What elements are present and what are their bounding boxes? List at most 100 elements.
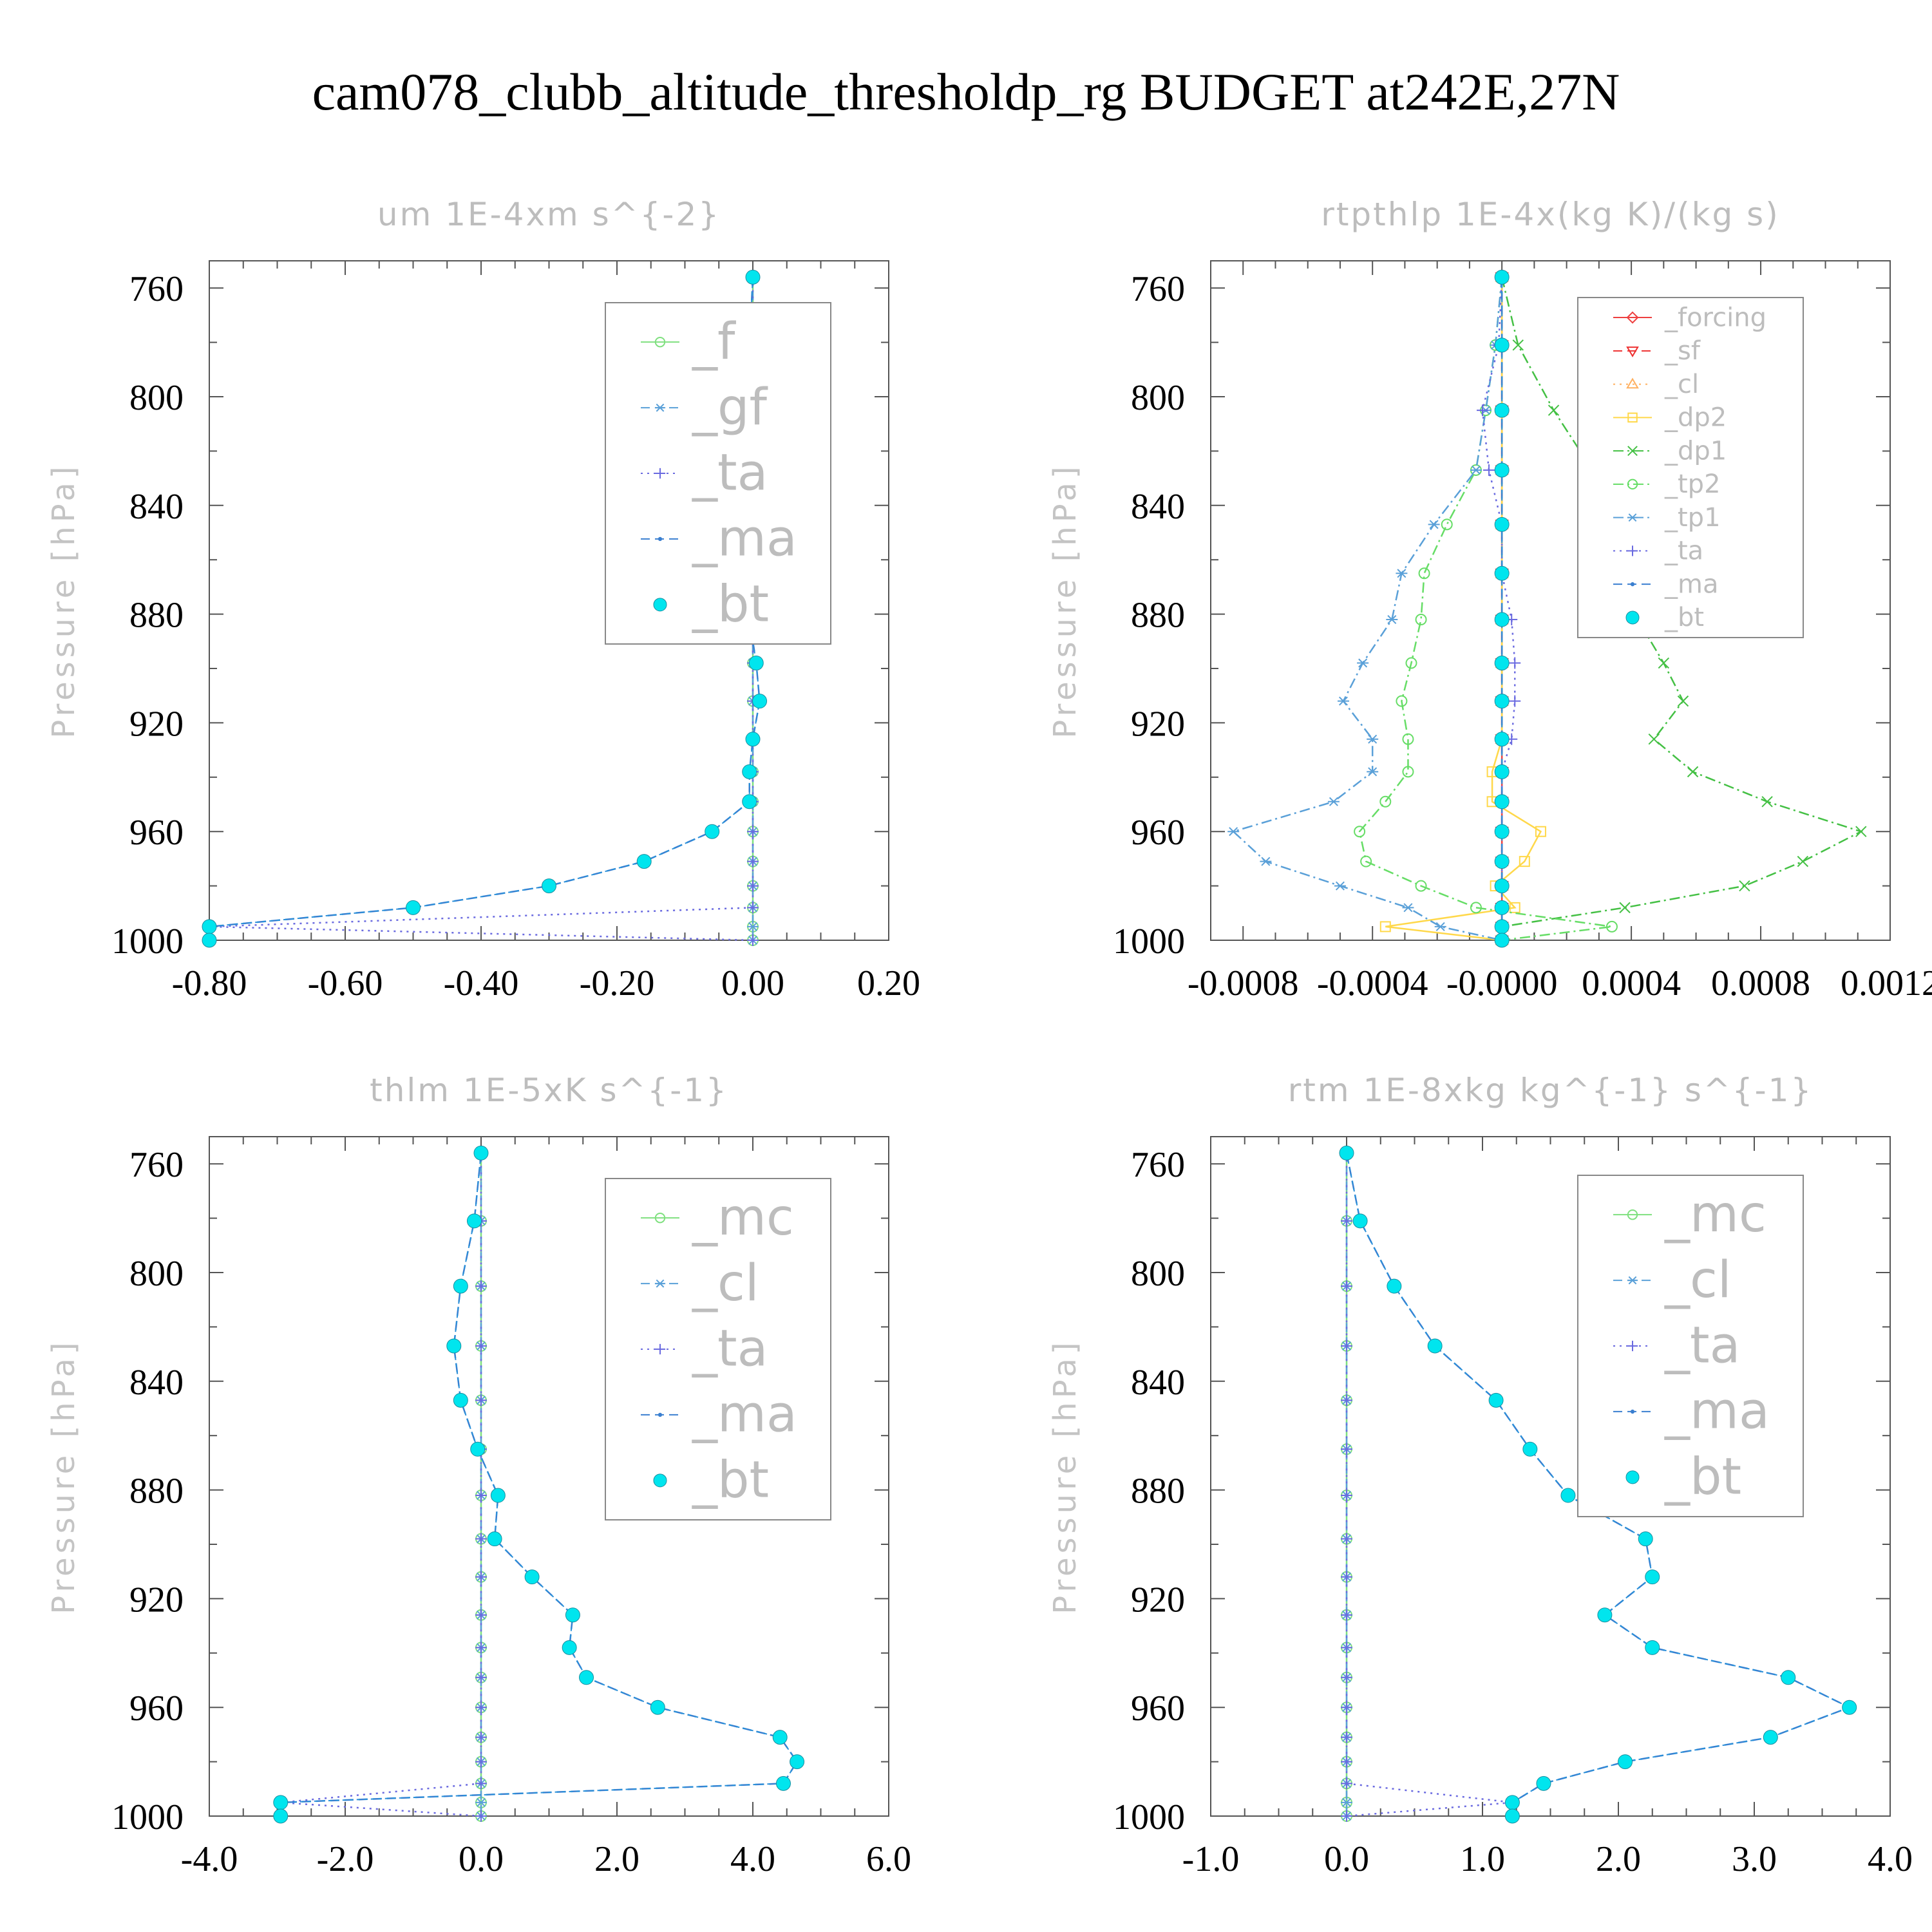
legend-marker <box>1626 346 1639 357</box>
y-tick-label: 760 <box>1131 269 1185 309</box>
data-point <box>1418 567 1430 580</box>
y-tick-label: 1000 <box>1113 1797 1185 1837</box>
data-point <box>475 1280 487 1293</box>
data-point <box>1618 1754 1633 1770</box>
data-point <box>1494 269 1510 285</box>
data-point <box>1360 855 1372 867</box>
x-tick-label: 3.0 <box>1732 1839 1777 1879</box>
data-point <box>273 1808 289 1824</box>
data-point <box>1494 732 1510 747</box>
legend-label: _cl <box>1664 370 1699 399</box>
data-point <box>1535 826 1546 837</box>
data-point <box>1354 826 1366 838</box>
data-point <box>1367 734 1379 744</box>
data-point <box>1560 1488 1576 1503</box>
data-point <box>1260 857 1272 866</box>
data-point <box>475 1671 487 1683</box>
legend-box <box>605 302 831 645</box>
y-tick-label: 760 <box>129 269 184 309</box>
legend-box <box>1577 1175 1804 1517</box>
panel-title: um 1E-4xm s^{-2} <box>377 196 721 233</box>
legend-marker <box>654 336 666 348</box>
data-point <box>487 1531 502 1547</box>
legend-marker <box>1627 1276 1638 1285</box>
legend-marker <box>654 403 666 412</box>
data-point <box>1494 824 1510 839</box>
data-point <box>1379 921 1391 933</box>
data-point <box>1341 1701 1352 1714</box>
legend-label: _mc <box>692 1189 794 1247</box>
x-tick-label: -2.0 <box>317 1839 374 1879</box>
data-point <box>752 694 768 709</box>
data-point <box>1638 1531 1653 1547</box>
legend-item: _ma <box>641 1386 797 1444</box>
data-point <box>1842 1700 1857 1715</box>
legend-label: _forcing <box>1664 303 1766 332</box>
legend-label: _bt <box>1664 603 1704 632</box>
data-point <box>1341 1731 1352 1743</box>
legend-marker <box>1627 446 1638 457</box>
legend-label: _ta <box>692 1320 768 1378</box>
data-point <box>1477 404 1488 417</box>
data-point <box>1677 695 1689 707</box>
data-point <box>475 1756 487 1768</box>
data-point <box>636 854 652 869</box>
legend: _mc _cl _ta _ma _bt <box>605 1178 831 1520</box>
data-point <box>1687 766 1699 778</box>
data-point <box>466 1213 482 1229</box>
data-point <box>1341 1215 1352 1227</box>
x-tick-label: -0.80 <box>172 963 247 1003</box>
data-point <box>1509 695 1521 707</box>
data-point <box>1434 922 1446 931</box>
data-point <box>273 1795 289 1810</box>
data-point <box>1504 1795 1520 1810</box>
chart-panel-3: thlm 1E-5xK s^{-1} Pressure [hPa] 760 800 84… <box>46 1072 911 1879</box>
data-point <box>470 1441 486 1457</box>
data-point <box>1494 933 1510 948</box>
y-tick-label: 880 <box>129 1472 184 1511</box>
figure-title: cam078_clubb_altitude_thresholdp_rg BUDG… <box>312 62 1620 121</box>
legend-item: _cl <box>1613 370 1699 399</box>
legend-label: _tp1 <box>1664 503 1721 533</box>
x-tick-label: -1.0 <box>1182 1839 1240 1879</box>
legend-marker <box>654 1343 666 1355</box>
data-point <box>748 656 764 671</box>
data-point <box>1367 767 1379 777</box>
legend-label: _ta <box>1664 536 1703 566</box>
legend-label: _mc <box>1664 1186 1766 1244</box>
series-line <box>209 277 761 940</box>
legend-label: _cl <box>692 1255 759 1312</box>
data-point <box>650 1700 665 1715</box>
data-point <box>1386 615 1398 625</box>
y-tick-label: 800 <box>1131 378 1185 418</box>
y-tick-label: 840 <box>1131 1363 1185 1403</box>
legend-marker <box>1627 1340 1638 1352</box>
data-point <box>1341 1394 1352 1406</box>
data-point <box>475 1642 487 1654</box>
data-point <box>1415 880 1427 892</box>
x-tick-label: -0.60 <box>308 963 383 1003</box>
legend-marker <box>658 1412 663 1417</box>
series-line <box>1346 1153 1852 1816</box>
legend-label: _bt <box>1664 1448 1741 1506</box>
data-point <box>1512 339 1524 351</box>
data-point <box>1504 1808 1520 1824</box>
data-point <box>1483 464 1495 476</box>
x-tick-label: 0.0012 <box>1841 963 1932 1003</box>
x-tick-label: 4.0 <box>1868 1839 1913 1879</box>
data-point <box>1494 919 1510 934</box>
panels: um 1E-4xm s^{-2} Pressure [hPa] 760 800 840 8… <box>46 196 1932 1879</box>
series-bt <box>1339 1145 1857 1824</box>
legend-item: _bt <box>1625 603 1704 632</box>
data-point <box>475 1731 487 1743</box>
y-tick-label: 800 <box>129 378 184 418</box>
data-point <box>524 1569 540 1585</box>
y-tick-label: 920 <box>1131 1580 1185 1620</box>
data-point <box>1327 797 1340 806</box>
legend-label: _f <box>692 313 736 371</box>
data-point <box>1415 614 1427 626</box>
legend-label: _ta <box>1664 1317 1740 1375</box>
legend-marker <box>1627 513 1638 522</box>
data-point <box>1341 1340 1352 1352</box>
y-tick-label: 880 <box>129 596 184 636</box>
